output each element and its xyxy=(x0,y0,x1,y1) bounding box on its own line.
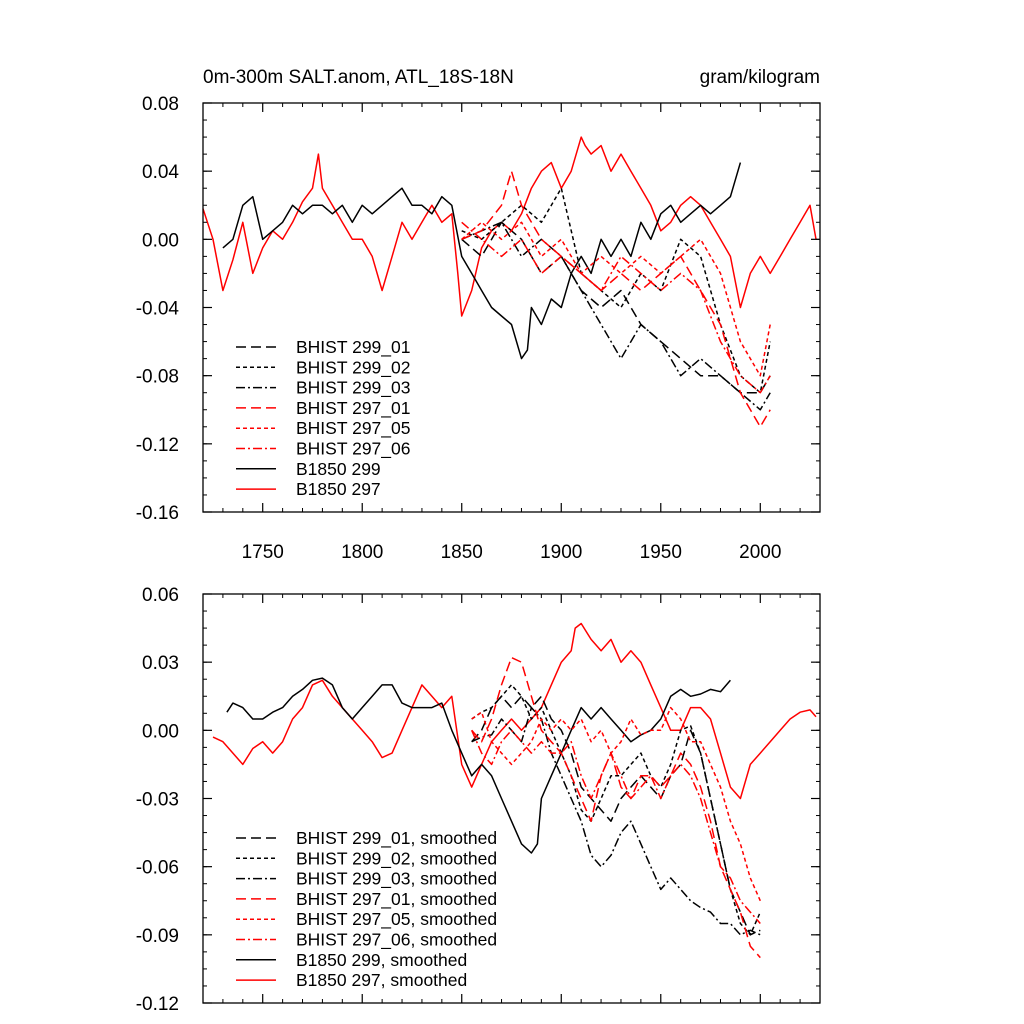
bottom-legend-label: BHIST 297_05, smoothed xyxy=(296,909,497,930)
top-x-tick-label: 1950 xyxy=(640,542,682,563)
bottom-y-tick-label: 0.06 xyxy=(142,585,179,606)
bottom-legend-label: BHIST 297_06, smoothed xyxy=(296,930,497,951)
bottom-y-tick-label: 0.03 xyxy=(142,653,179,674)
bottom-y-tick-label: -0.09 xyxy=(136,926,179,947)
top-legend-label: B1850 299 xyxy=(296,459,381,479)
bottom-y-tick-label: 0.00 xyxy=(142,721,179,742)
top-legend-label: BHIST 297_06 xyxy=(296,439,410,460)
top-legend-label: BHIST 297_01 xyxy=(296,398,410,419)
top-series-line-b1850-299 xyxy=(222,162,742,360)
top-y-tick-label: -0.12 xyxy=(136,435,179,456)
top-series-line-bhist-297-01 xyxy=(461,170,771,428)
bottom-legend-label: BHIST 299_02, smoothed xyxy=(296,848,497,869)
bottom-legend-label: B1850 297, smoothed xyxy=(296,970,467,990)
top-legend-label: BHIST 299_01 xyxy=(296,337,410,358)
top-panel-title: 0m-300m SALT.anom, ATL_18S-18N xyxy=(203,67,514,88)
bottom-legend-label: B1850 299, smoothed xyxy=(296,950,467,970)
top-x-tick-label: 1900 xyxy=(540,542,582,563)
bottom-series-line-bhist-297-01-smoothed xyxy=(471,656,761,959)
bottom-series-line-b1850-297-smoothed xyxy=(212,622,817,800)
bottom-series-line-bhist-297-06-smoothed xyxy=(471,729,761,924)
top-series-line-b1850-297 xyxy=(202,136,817,317)
top-panel-units: gram/kilogram xyxy=(700,67,820,88)
bottom-y-tick-label: -0.06 xyxy=(136,858,179,879)
bottom-series-line-bhist-299-01-smoothed xyxy=(471,695,761,936)
bottom-series-line-bhist-299-02-smoothed xyxy=(471,684,761,936)
top-series-line-bhist-299-02 xyxy=(461,187,771,394)
bottom-y-tick-label: -0.03 xyxy=(136,790,179,811)
bottom-legend-label: BHIST 297_01, smoothed xyxy=(296,889,497,910)
top-y-tick-label: 0.08 xyxy=(142,94,179,115)
bottom-panel: 0.06 0.03 0.00 -0.03 -0.06 -0.09 -0.12 BHIST 2… xyxy=(136,585,821,1015)
top-legend-label: BHIST 297_05 xyxy=(296,418,410,439)
bottom-series-line-bhist-299-03-smoothed xyxy=(471,706,761,936)
top-legend-label: B1850 297 xyxy=(296,479,381,499)
top-y-tick-label: 0.00 xyxy=(142,230,179,251)
bottom-panel-ticks: 0.06 0.03 0.00 -0.03 -0.06 -0.09 -0.12 xyxy=(136,585,820,1015)
top-series-line-bhist-297-06 xyxy=(461,221,771,394)
bottom-series-line-bhist-297-05-smoothed xyxy=(471,706,761,902)
top-y-tick-label: -0.16 xyxy=(136,503,179,524)
top-y-tick-label: -0.04 xyxy=(136,299,180,320)
top-x-tick-label: 1800 xyxy=(341,542,383,563)
top-x-tick-label: 1850 xyxy=(441,542,483,563)
top-panel: 0m-300m SALT.anom, ATL_18S-18N gram/kilo… xyxy=(136,67,821,563)
top-panel-ticks: 0.08 0.04 0.00 -0.04 -0.08 -0.12 -0.16 1750 1800… xyxy=(136,94,820,563)
bottom-legend-label: BHIST 299_01, smoothed xyxy=(296,828,497,849)
bottom-panel-frame xyxy=(202,593,821,1004)
top-x-tick-label: 2000 xyxy=(739,542,781,563)
top-y-tick-label: 0.04 xyxy=(142,162,179,183)
top-panel-series-group xyxy=(202,136,817,428)
top-legend-label: BHIST 299_02 xyxy=(296,357,410,378)
bottom-panel-series-group xyxy=(212,622,817,959)
top-x-tick-label: 1750 xyxy=(242,542,284,563)
bottom-y-tick-label: -0.12 xyxy=(136,994,179,1015)
top-panel-frame xyxy=(202,102,821,513)
top-legend-label: BHIST 299_03 xyxy=(296,378,410,399)
top-y-tick-label: -0.08 xyxy=(136,367,179,388)
bottom-legend-label: BHIST 299_03, smoothed xyxy=(296,869,497,890)
